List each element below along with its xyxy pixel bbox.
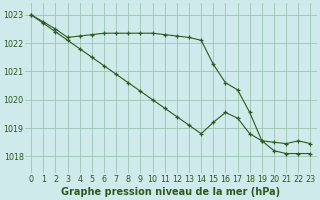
X-axis label: Graphe pression niveau de la mer (hPa): Graphe pression niveau de la mer (hPa) bbox=[61, 187, 280, 197]
